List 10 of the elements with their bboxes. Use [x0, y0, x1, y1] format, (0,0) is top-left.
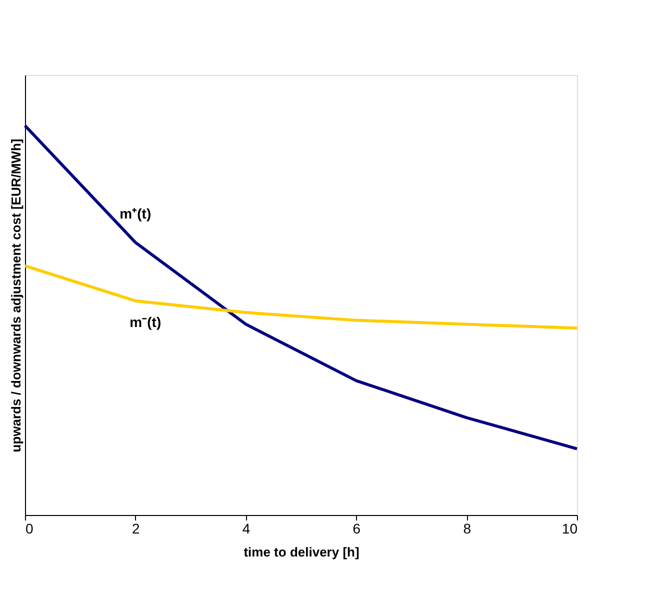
y-axis-title: upwards / downwards adjustment cost [EUR/MWh]: [8, 138, 24, 452]
x-tick-label: 4: [242, 520, 250, 536]
x-tick-label: 8: [463, 520, 472, 536]
x-tick-label: 0: [26, 520, 34, 536]
x-tick-label: 10: [562, 520, 578, 536]
x-axis-title: time to delivery [h]: [244, 544, 360, 560]
x-tick-label: 6: [352, 520, 361, 536]
series-label: m⁻(t): [130, 314, 162, 330]
series-label: m⁺(t): [120, 205, 152, 222]
x-tick-label: 2: [132, 520, 140, 536]
